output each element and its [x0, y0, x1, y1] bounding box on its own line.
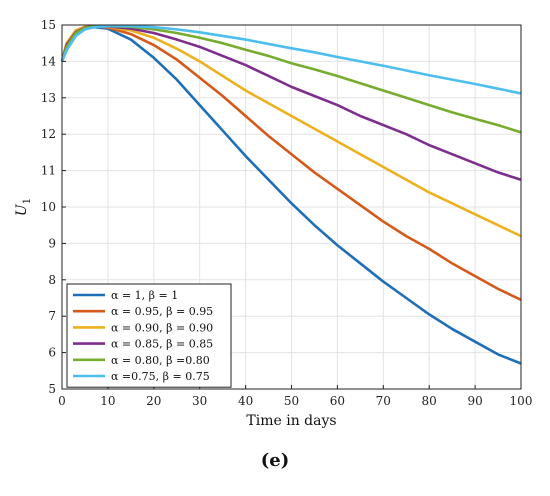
legend-label: α = 0.85, β = 0.85	[111, 338, 213, 351]
y-tick-label: 12	[41, 127, 56, 141]
y-tick-label: 13	[41, 91, 56, 105]
x-tick-label: 100	[510, 394, 533, 408]
x-axis-title: Time in days	[246, 413, 336, 429]
legend-box	[66, 283, 232, 388]
legend: α = 1, β = 1 α = 0.95, β = 0.95 α = 0.90, …	[66, 283, 232, 388]
figure-caption: (e)	[260, 450, 290, 471]
x-tick-label: 70	[376, 394, 391, 408]
axis-ticks: 0 10 20 30 40 50 60 70 80 90 100 5 6 7 8 9 10 11 12 13 14 15	[41, 18, 533, 408]
legend-label: α = 0.95, β = 0.95	[111, 305, 213, 318]
legend-label: α = 0.80, β =0.80	[111, 354, 210, 367]
x-tick-label: 50	[284, 394, 299, 408]
y-tick-label: 9	[48, 236, 56, 250]
y-tick-label: 14	[41, 54, 57, 68]
y-tick-label: 6	[48, 346, 56, 360]
y-tick-label: 7	[48, 309, 56, 323]
x-tick-label: 0	[58, 394, 66, 408]
y-axis-title-subscript: 1	[22, 198, 33, 204]
series-lines	[60, 24, 522, 365]
series-line-6	[60, 24, 522, 95]
legend-label: α = 1, β = 1	[111, 289, 178, 302]
legend-label: α = 0.90, β = 0.90	[111, 321, 213, 334]
x-tick-label: 90	[467, 394, 482, 408]
x-tick-label: 30	[192, 394, 207, 408]
x-tick-label: 60	[330, 394, 345, 408]
y-tick-label: 10	[41, 200, 56, 214]
y-tick-label: 8	[48, 273, 56, 287]
y-axis-title-letter: U	[14, 203, 30, 216]
y-tick-label: 5	[48, 382, 56, 396]
x-tick-label: 20	[146, 394, 161, 408]
line-chart: 0 10 20 30 40 50 60 70 80 90 10056789101112131415 …	[14, 18, 533, 429]
y-axis-title: U1	[14, 198, 33, 216]
x-tick-label: 10	[100, 394, 115, 408]
x-tick-label: 40	[238, 394, 253, 408]
y-tick-label: 11	[41, 164, 56, 178]
y-tick-label: 15	[41, 18, 56, 32]
x-tick-label: 80	[422, 394, 437, 408]
legend-label: α =0.75, β = 0.75	[111, 370, 210, 383]
